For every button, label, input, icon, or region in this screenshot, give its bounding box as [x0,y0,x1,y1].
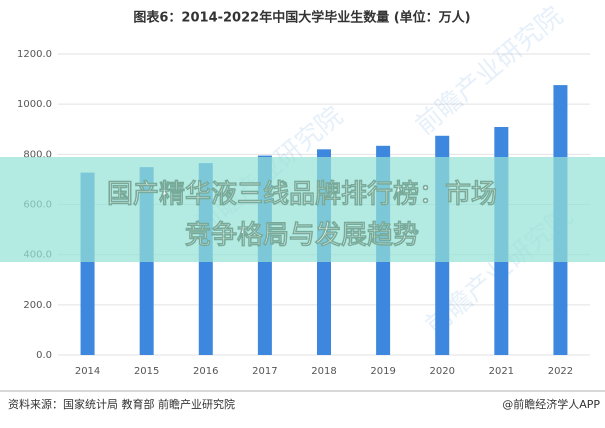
x-tick-label: 2019 [370,366,395,377]
brand: @前瞻经济学人APP [502,397,600,411]
y-tick-label: 200.0 [23,300,52,311]
banner-line: 国产精华液三线品牌排行榜：市场 [107,179,497,210]
x-tick-label: 2014 [75,366,100,377]
x-tick-label: 2016 [193,366,218,377]
banner-line: 竞争格局与发展趋势 [185,220,419,251]
x-tick-label: 2015 [134,366,159,377]
x-tick-label: 2021 [489,366,514,377]
y-tick-label: 800.0 [23,149,52,160]
y-tick-label: 1200.0 [17,49,52,60]
y-tick-label: 1000.0 [17,99,52,110]
x-tick-label: 2017 [252,366,277,377]
chart-title: 图表6：2014-2022年中国大学毕业生数量 (单位：万人) [133,10,470,26]
x-tick-label: 2018 [311,366,336,377]
x-tick-label: 2020 [429,366,454,377]
source: 资料来源：国家统计局 教育部 前瞻产业研究院 [8,397,235,411]
y-tick-label: 0.0 [36,350,52,361]
x-tick-label: 2022 [548,366,573,377]
banner-bg [0,157,605,262]
